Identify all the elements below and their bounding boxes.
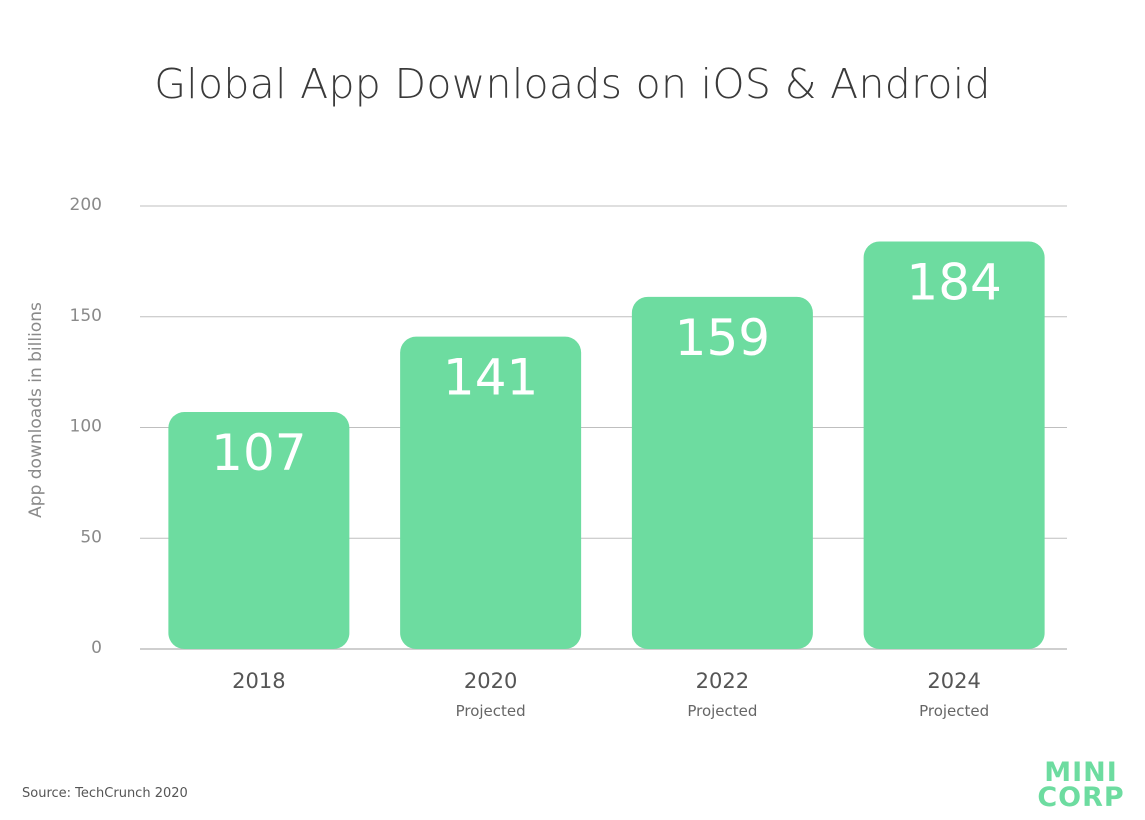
y-tick-label: 200: [70, 195, 102, 215]
bar-value-label: 159: [675, 309, 770, 367]
y-tick-label: 100: [70, 417, 102, 437]
chart-title: Global App Downloads on iOS & Android: [154, 60, 991, 108]
labels-layer: 0 50 100 150 200 107 2018 141 2020 Projected 159 20…: [70, 195, 1002, 720]
y-tick-label: 0: [91, 638, 102, 658]
x-tick-note: Projected: [456, 702, 526, 720]
bar-value-label: 141: [443, 349, 538, 407]
bar: [400, 336, 582, 649]
bar: [631, 296, 813, 649]
bar-value-label: 184: [906, 253, 1001, 311]
source-note: Source: TechCrunch 2020: [22, 786, 188, 801]
logo-line-2: CORP: [1037, 782, 1125, 813]
logo-line-1: MINI: [1044, 757, 1118, 788]
bars-layer: [168, 241, 1045, 649]
bar: [168, 411, 350, 649]
bar-value-label: 107: [211, 424, 306, 482]
y-tick-label: 150: [70, 306, 102, 326]
x-tick-label: 2024: [927, 669, 980, 693]
y-tick-label: 50: [80, 527, 102, 547]
x-tick-note: Projected: [919, 702, 989, 720]
x-tick-label: 2022: [696, 669, 749, 693]
x-tick-label: 2020: [464, 669, 517, 693]
x-tick-label: 2018: [232, 669, 285, 693]
y-axis-label: App downloads in billions: [26, 302, 46, 518]
x-tick-note: Projected: [687, 702, 757, 720]
bar: [863, 241, 1045, 649]
minicorp-logo: MINI CORP: [1031, 757, 1131, 813]
